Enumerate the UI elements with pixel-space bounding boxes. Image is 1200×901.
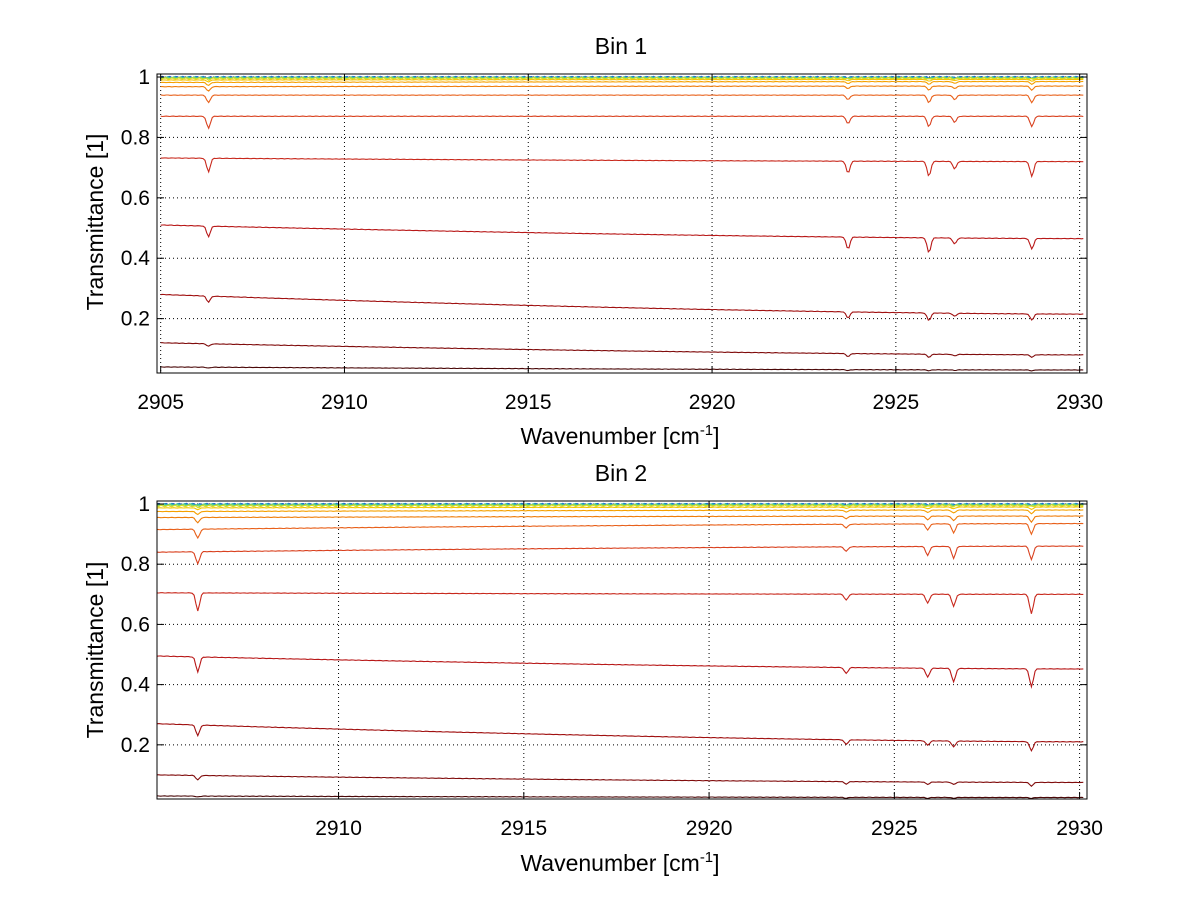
x-axis-label-superscript: -1 [700, 849, 713, 866]
plot-frame [156, 73, 1088, 374]
x-tick-label: 2930 [1056, 391, 1103, 414]
y-tick-label: 0.4 [121, 674, 151, 697]
x-axis-label-suffix: ] [713, 423, 719, 449]
series-lines [160, 75, 1084, 372]
x-tick-labels: 2910 2915 2920 2925 2930 [315, 817, 1103, 840]
series-line [156, 509, 1084, 516]
x-tick-label: 2920 [689, 391, 736, 414]
series-line [160, 342, 1084, 358]
x-tick-label: 2905 [137, 391, 184, 414]
y-tick-label: 0.8 [121, 553, 150, 576]
tick-marks [157, 501, 1087, 799]
y-tick-label: 1 [138, 66, 150, 89]
x-tick-label: 2930 [1056, 817, 1103, 840]
x-axis-label-superscript: -1 [700, 422, 713, 439]
chart-title: Bin 1 [595, 33, 647, 59]
series-line [157, 515, 1084, 524]
x-axis-label-text: Wavenumber [cm [520, 850, 699, 876]
y-tick-labels: 0.2 0.4 0.6 0.8 1 [121, 493, 151, 757]
series-line [160, 94, 1084, 104]
x-tick-label: 2925 [871, 817, 918, 840]
y-tick-label: 0.4 [121, 247, 151, 270]
x-axis-label-text: Wavenumber [cm [520, 423, 699, 449]
series-line [156, 655, 1084, 689]
x-tick-label: 2920 [686, 817, 733, 840]
x-tick-label: 2915 [505, 391, 552, 414]
series-line [157, 774, 1084, 787]
x-axis-label: Wavenumber [cm-1] [520, 849, 719, 876]
chart-panel-bin-1: Bin 1 2905 2910 2915 2920 2925 2930 0.2 0.4 0.6… [82, 33, 1103, 449]
series-line [156, 522, 1084, 540]
y-tick-label: 1 [138, 493, 150, 516]
y-axis-label: Transmittance [1] [82, 562, 108, 739]
x-tick-label: 2910 [321, 391, 368, 414]
series-lines [156, 502, 1084, 800]
y-tick-label: 0.2 [121, 734, 150, 757]
series-line [160, 76, 1084, 82]
y-axis-label: Transmittance [1] [82, 134, 108, 311]
x-tick-labels: 2905 2910 2915 2920 2925 2930 [137, 391, 1103, 414]
y-tick-label: 0.6 [121, 613, 150, 636]
series-line [156, 504, 1084, 509]
series-line [156, 795, 1084, 800]
series-line [160, 85, 1084, 92]
chart-panel-bin-2: Bin 2 2910 2915 2920 2925 2930 0.2 0.4 0.6 0.8 1… [82, 460, 1103, 876]
y-tick-label: 0.6 [121, 187, 150, 210]
x-axis-label: Wavenumber [cm-1] [520, 422, 719, 449]
x-axis-label-suffix: ] [713, 850, 719, 876]
series-line [160, 78, 1084, 83]
plot-frame [156, 500, 1088, 800]
series-line [156, 506, 1084, 511]
series-line [160, 366, 1084, 372]
series-line [160, 157, 1084, 179]
series-line [156, 723, 1084, 753]
grid-lines [157, 501, 1087, 799]
x-tick-label: 2915 [500, 817, 547, 840]
x-tick-label: 2925 [872, 391, 919, 414]
series-line [160, 293, 1084, 321]
y-tick-labels: 0.2 0.4 0.6 0.8 1 [121, 66, 151, 331]
series-line [160, 80, 1084, 87]
series-line [156, 545, 1084, 566]
x-tick-label: 2910 [315, 817, 362, 840]
tick-marks [157, 74, 1087, 373]
y-tick-label: 0.8 [121, 126, 150, 149]
series-line [156, 592, 1084, 614]
y-tick-label: 0.2 [121, 308, 150, 331]
chart-title: Bin 2 [595, 460, 647, 486]
series-line [160, 115, 1084, 130]
series-line [160, 224, 1084, 254]
grid-lines [157, 74, 1087, 373]
